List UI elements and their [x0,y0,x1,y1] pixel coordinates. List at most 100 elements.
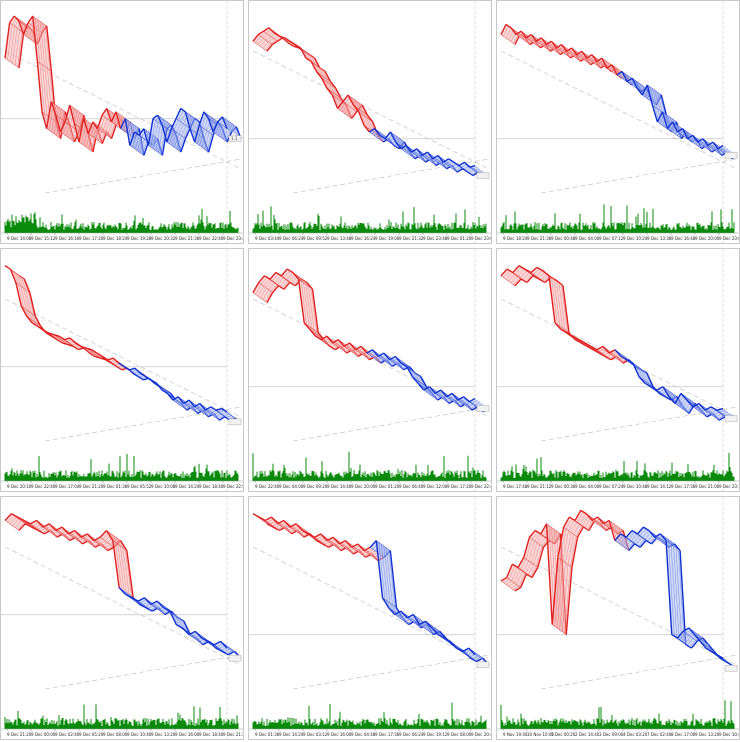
ribbon-back-edge [631,77,638,89]
ribbon-hatch [336,95,343,103]
volume-histogram [252,451,487,481]
ribbon-hatch [302,279,309,287]
time-label: 9 Dec 20:00 [351,484,376,489]
ribbon-rung [48,332,63,344]
price-tag [724,415,738,422]
ribbon-back-edge [363,124,370,133]
ribbon-face [549,275,569,333]
ribbon-hatch [225,130,231,141]
ribbon-rung [348,94,363,106]
ribbon-back-edge [437,155,444,163]
ribbon-back-edge [666,121,674,130]
ribbon-back-edge [161,125,168,143]
ribbon-front-edge [272,285,279,293]
ribbon-hatch [190,115,196,133]
ribbon-rung [166,141,182,153]
time-label: 9 Dec 22:40 [471,484,492,489]
ribbon-hatch [525,274,532,282]
ribbon-rung [321,78,336,89]
chart-panel-2[interactable]: 9 Dec 03:44 9 Dec 06:24 9 Dec 09:52 9 Dec 1… [248,0,492,244]
ribbon-back-edge [161,389,168,394]
ribbon-rung [376,540,391,551]
chart-panel-6[interactable]: 9 Dec 17:48 9 Dec 21:12 9 Dec 00:36 9 Dec 0… [496,248,740,492]
ribbon-rung [556,47,571,59]
chart-panel-1[interactable]: 1.1 9 Dec 14:08 9 Dec 15:12 9 Dec 16:16 9 De… [0,0,244,244]
ribbon-back-edge [632,362,640,377]
ribbon-back-edge [150,379,157,384]
ribbon-hatch [122,547,130,595]
ribbon-hatch [637,81,643,92]
ribbon-hatch [262,41,269,49]
ribbon-rung [212,131,228,143]
ribbon-rung [214,644,229,655]
ribbon-hatch [63,341,70,344]
ribbon-back-edge [18,20,25,35]
ribbon-face [172,396,193,411]
ribbon-back-edge [596,57,603,62]
chart-panel-4[interactable]: 9 Dec 20:10 9 Dec 22:40 9 Dec 17:04 9 Dec 2… [0,248,244,492]
ribbon-rung [457,399,473,411]
ribbon-rung [435,393,450,404]
ribbon-hatch [712,412,719,416]
ribbon-face [337,101,357,119]
ribbon-back-edge [64,104,71,123]
ribbon-hatch [520,270,527,278]
ribbon-back-edge [379,134,386,140]
ribbon-back-edge [468,397,476,403]
ribbon-hatch [300,280,307,325]
ribbon-hatch [513,277,520,285]
ribbon-hatch [416,373,423,384]
ribbon-hatch [334,93,340,101]
ribbon-back-edge [137,597,145,602]
ribbon-hatch [707,408,714,413]
chart-panel-5[interactable]: 9 Dec 22:40 9 Dec 04:00 9 Dec 09:20 9 Dec 1… [248,248,492,492]
ribbon-back-edge [590,345,598,351]
ribbon-back-edge [264,275,271,280]
ribbon-hatch [392,133,399,144]
ribbon-hatch [102,118,108,133]
ribbon-hatch [74,108,80,128]
time-label: 9 Dec 15:12 [31,236,56,241]
ribbon-hatch [358,108,364,116]
ribbon-face [378,353,398,367]
ribbon-back-edge [560,328,568,334]
ribbon-back-edge [704,406,712,411]
ribbon-hatch [637,366,645,381]
ribbon-hatch [271,284,278,292]
ribbon-back-edge [169,610,177,625]
ribbon-rung [576,54,591,65]
ribbon-back-edge [596,345,604,351]
ribbon-hatch [117,544,125,592]
ribbon-back-edge [702,138,709,146]
ribbon-hatch [153,122,159,150]
ribbon-face [258,275,279,293]
chart-panel-7[interactable]: 9 Dec 21:20 9 Dec 00:00 9 Dec 02:40 9 Dec 0… [0,496,244,740]
chart-panel-3[interactable]: 9 Dec 18:24 9 Dec 21:36 9 Dec 00:48 9 Dec 0… [496,0,740,244]
volume-histogram [500,204,735,233]
ribbon-rung [4,57,20,69]
ribbon-face [64,337,84,350]
ribbon-back-edge [134,367,141,374]
ribbon-back-edge [50,101,57,116]
ribbon-face [80,346,101,359]
ribbon-face [213,121,232,142]
ribbon-hatch [192,117,198,135]
ribbon-rung [32,15,47,27]
ribbon-back-edge [213,640,221,646]
ribbon-back-edge [193,125,200,143]
ribbon-face [194,403,214,417]
ribbon-hatch [220,127,226,138]
ribbon-hatch [134,135,140,150]
trend-guide-lower [292,158,490,194]
price-tag [476,405,490,412]
ribbon-back-edge [671,121,679,133]
ribbon-back-edge [412,614,421,625]
chart-panel-8[interactable]: 9 Dec 01:36 9 Dec 14:24 9 Dec 03:12 9 Dec 1… [248,496,492,740]
ribbon-back-edge [289,40,296,46]
ribbon-hatch [158,125,164,153]
ribbon-rung [125,118,140,129]
ribbon-face [150,601,172,615]
ribbon-rung [530,272,546,283]
ribbon-face [597,346,617,360]
ribbon-back-edge [125,593,133,599]
